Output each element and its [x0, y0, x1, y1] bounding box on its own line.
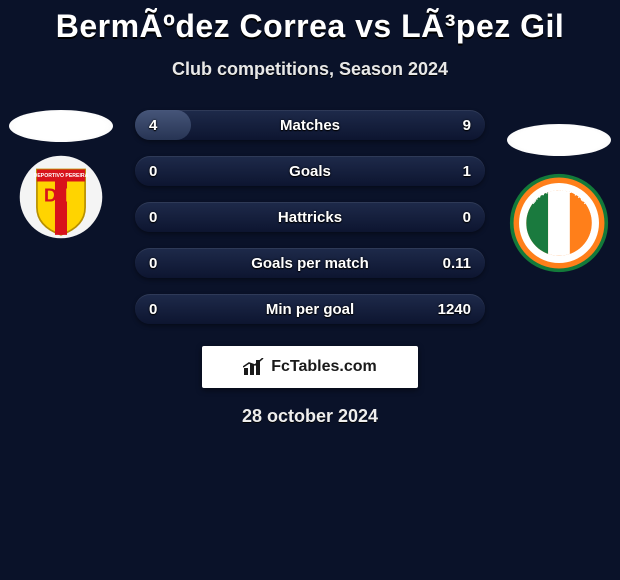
crest-left: DEPORTIVO PEREIRA D P	[11, 154, 111, 240]
roundel-icon: ENVIGADO F.C.	[509, 168, 609, 278]
avatar-placeholder-right	[507, 124, 611, 156]
stat-label: Hattricks	[135, 209, 485, 226]
comparison-arena: DEPORTIVO PEREIRA D P	[0, 110, 620, 324]
date-label: 28 october 2024	[0, 406, 620, 427]
svg-text:P: P	[65, 185, 78, 206]
player-left-column: DEPORTIVO PEREIRA D P	[6, 110, 116, 240]
infographic-root: BermÃºdez Correa vs LÃ³pez Gil Club comp…	[0, 0, 620, 427]
crest-right: ENVIGADO F.C.	[509, 180, 609, 266]
stat-label: Goals	[135, 163, 485, 180]
stat-row: 0Hattricks0	[135, 202, 485, 232]
stat-row: 0Goals per match0.11	[135, 248, 485, 278]
stat-row: 0Goals1	[135, 156, 485, 186]
stat-value-right: 0.11	[435, 255, 471, 272]
stat-value-right: 1	[435, 163, 471, 180]
avatar-placeholder-left	[9, 110, 113, 142]
stat-value-right: 9	[435, 117, 471, 134]
stat-label: Min per goal	[135, 301, 485, 318]
stat-row: 0Min per goal1240	[135, 294, 485, 324]
subtitle: Club competitions, Season 2024	[0, 59, 620, 80]
stat-label: Goals per match	[135, 255, 485, 272]
chart-icon	[243, 358, 265, 376]
stat-row: 4Matches9	[135, 110, 485, 140]
svg-text:DEPORTIVO PEREIRA: DEPORTIVO PEREIRA	[34, 173, 89, 179]
stat-label: Matches	[135, 117, 485, 134]
stat-value-right: 0	[435, 209, 471, 226]
player-right-column: ENVIGADO F.C.	[504, 110, 614, 266]
brand-label: FcTables.com	[271, 358, 377, 376]
brand-box: FcTables.com	[202, 346, 418, 388]
stat-bars: 4Matches90Goals10Hattricks00Goals per ma…	[135, 110, 485, 324]
stat-value-right: 1240	[435, 301, 471, 318]
svg-text:D: D	[44, 185, 58, 206]
page-title: BermÃºdez Correa vs LÃ³pez Gil	[0, 8, 620, 45]
shield-icon: DEPORTIVO PEREIRA D P	[11, 154, 111, 240]
